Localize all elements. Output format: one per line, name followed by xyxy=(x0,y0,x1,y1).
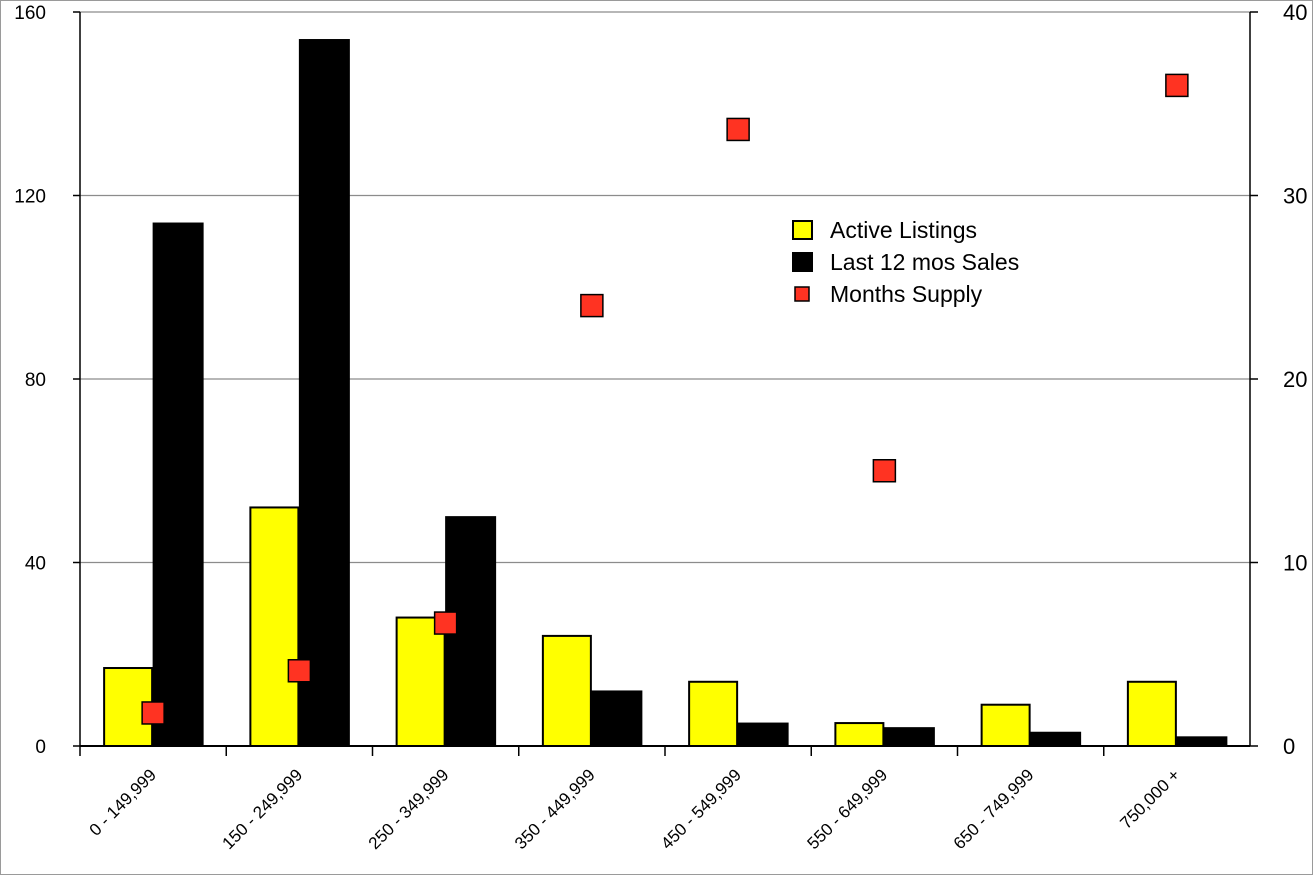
sales-bar xyxy=(737,722,789,747)
months-supply-point xyxy=(433,611,458,635)
active-listings-bar xyxy=(834,722,885,747)
left-tick-label: 40 xyxy=(25,554,46,575)
right-tick-label: 10 xyxy=(1283,551,1307,576)
months-supply-point xyxy=(872,459,897,483)
months-supply-point xyxy=(726,117,750,142)
active-listings-bar xyxy=(395,616,446,747)
active-listings-bar xyxy=(541,634,592,748)
months-supply-point xyxy=(141,701,165,725)
left-tick-label: 120 xyxy=(14,187,46,208)
right-tick-label: 20 xyxy=(1283,367,1307,392)
right-tick-label: 0 xyxy=(1283,734,1295,759)
legend-label: Months Supply xyxy=(830,281,983,307)
legend-label: Active Listings xyxy=(830,217,977,243)
active-listings-bar xyxy=(1126,680,1177,748)
active-listings-bar xyxy=(688,680,739,748)
legend-label: Last 12 mos Sales xyxy=(830,249,1019,275)
right-tick-label: 30 xyxy=(1283,184,1307,209)
sales-bar xyxy=(883,727,935,747)
right-tick-label: 40 xyxy=(1283,0,1307,25)
months-supply-point xyxy=(1165,73,1189,98)
months-supply-point xyxy=(287,659,312,683)
sales-bar xyxy=(1176,736,1228,747)
left-tick-label: 160 xyxy=(14,3,46,24)
sales-bar xyxy=(152,222,204,747)
left-tick-label: 0 xyxy=(35,737,46,758)
months-supply-point xyxy=(580,293,604,318)
sales-bar xyxy=(1030,731,1082,747)
active-listings-bar xyxy=(980,703,1031,748)
sales-bar xyxy=(298,39,350,747)
sales-bar xyxy=(591,690,643,747)
legend-swatch xyxy=(792,252,813,272)
left-tick-label: 80 xyxy=(25,370,46,391)
legend-swatch xyxy=(792,220,813,240)
legend-marker xyxy=(794,286,810,302)
legend: Active Listings Last 12 mos Sales Months S… xyxy=(792,217,1019,307)
active-listings-bar xyxy=(249,506,300,748)
scatter-points xyxy=(141,73,1189,725)
